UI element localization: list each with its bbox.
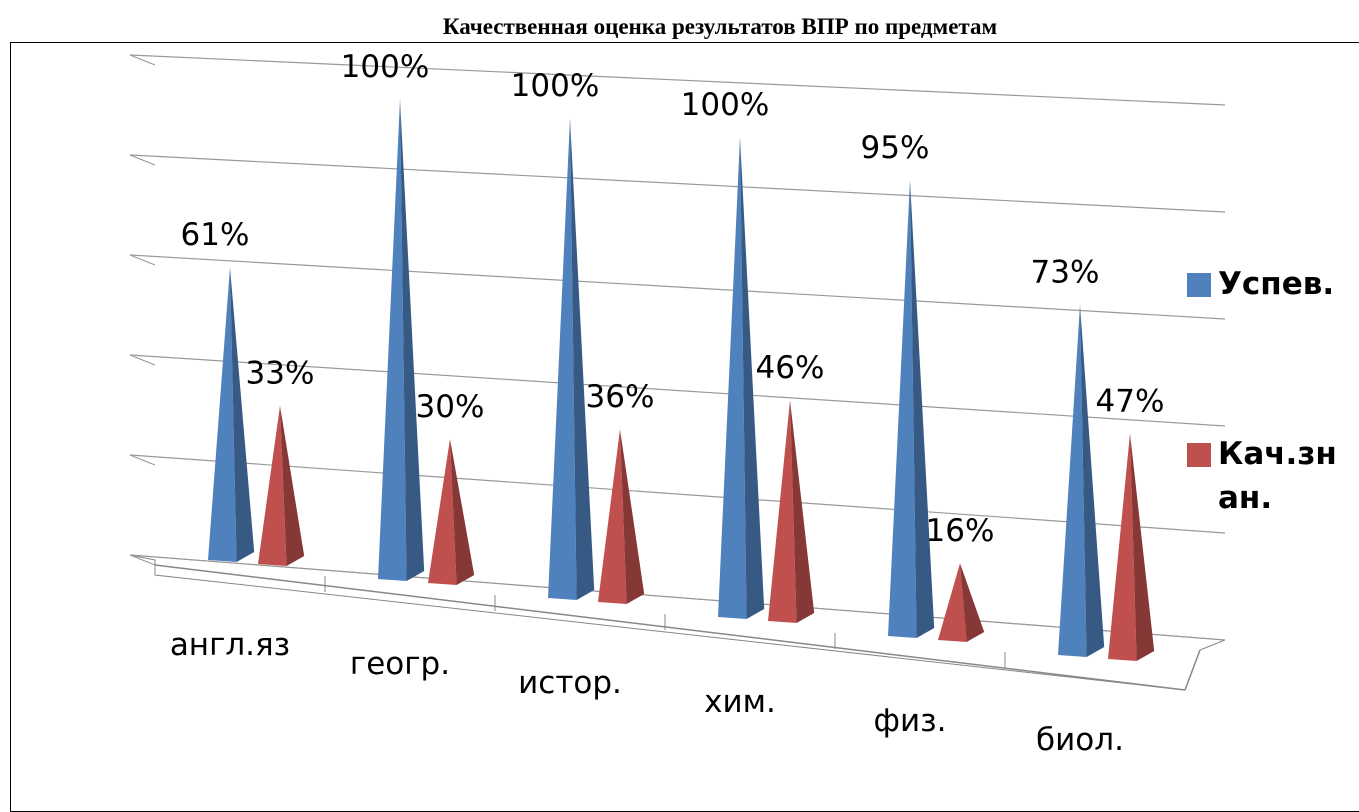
pyramid [598, 429, 645, 604]
x-tick-label: физ. [874, 703, 947, 739]
chart-title: Качественная оценка результатов ВПР по п… [442, 14, 998, 39]
data-label: 61% [181, 217, 250, 253]
pyramid [428, 439, 475, 585]
pyramid [938, 563, 985, 642]
pyramid-face [598, 429, 627, 604]
data-label: 30% [416, 389, 485, 425]
grid-line [129, 354, 1226, 427]
grid-line [129, 454, 1226, 534]
x-tick-label: геогр. [350, 646, 450, 682]
pyramid-side [280, 405, 305, 566]
right-edge [1184, 649, 1201, 691]
grid-side [129, 554, 156, 566]
pyramid [768, 400, 815, 623]
legend-swatch [1187, 273, 1211, 297]
pyramid-side [1130, 433, 1155, 661]
data-label: 100% [511, 68, 600, 104]
pyramid-face [888, 180, 917, 638]
legend-label: Успев. [1218, 266, 1335, 302]
pyramid-face [718, 137, 747, 619]
grid-line [129, 54, 1226, 106]
pyramid-face [1108, 433, 1137, 661]
x-tick-label: англ.яз [170, 627, 290, 663]
data-label: 73% [1031, 255, 1100, 291]
pyramid-face [1058, 304, 1087, 657]
pyramid-side [400, 99, 425, 581]
pyramid [1108, 433, 1155, 661]
pyramid-face [768, 400, 797, 623]
pyramid-side [740, 137, 765, 619]
x-tick-label: хим. [704, 684, 776, 720]
grid-line [129, 154, 1226, 213]
pyramid-face [258, 405, 287, 566]
pyramid-side [620, 429, 645, 604]
data-label: 16% [926, 513, 995, 549]
pyramid-side [450, 439, 475, 585]
x-tick-label: биол. [1036, 722, 1124, 758]
pyramid-side [960, 563, 985, 642]
pyramid [378, 99, 425, 581]
pyramid-face [378, 99, 407, 581]
data-label: 46% [756, 350, 825, 386]
pyramid [888, 180, 935, 638]
pyramid-side [230, 267, 255, 562]
data-label: 47% [1096, 383, 1165, 419]
pyramid-face [428, 439, 457, 585]
data-label: 95% [861, 130, 930, 166]
pyramid [258, 405, 305, 566]
pyramid-face [938, 563, 967, 642]
grid-side [129, 354, 156, 366]
data-label: 100% [341, 49, 430, 85]
grid-line [129, 254, 1226, 320]
pyramid [1058, 304, 1105, 657]
grid-line [129, 554, 1226, 641]
x-axis [154, 564, 1186, 691]
grid-side [129, 254, 156, 266]
grid-side [129, 154, 156, 166]
pyramid-face [548, 118, 577, 600]
pyramid-side [910, 180, 935, 638]
grid-side [129, 54, 156, 66]
data-label: 36% [586, 379, 655, 415]
data-label: 33% [246, 356, 315, 392]
legend-swatch [1187, 443, 1211, 467]
pyramid-side [570, 118, 595, 600]
pyramid-side [1080, 304, 1105, 657]
pyramid-face [208, 267, 237, 562]
pyramid [208, 267, 255, 562]
pyramid [718, 137, 765, 619]
legend-label: Кач.знан. [1218, 436, 1337, 516]
grid-side [129, 454, 156, 466]
pyramid-side [790, 400, 815, 623]
pyramid [548, 118, 595, 600]
x-tick-label: истор. [518, 665, 622, 701]
data-label: 100% [681, 87, 770, 123]
